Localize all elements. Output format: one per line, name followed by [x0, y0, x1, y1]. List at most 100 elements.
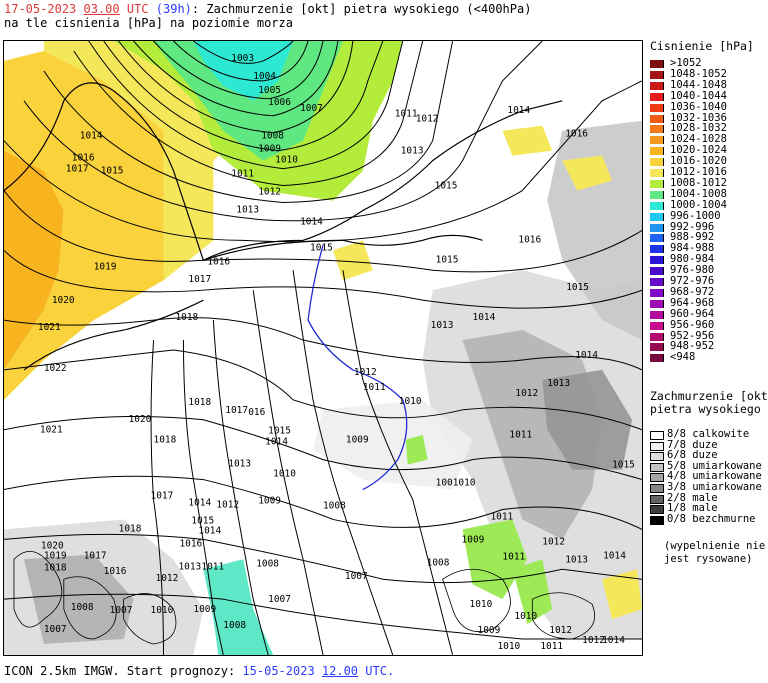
pressure-legend-item: >1052	[650, 57, 768, 69]
pressure-range-label: 976-980	[670, 264, 715, 277]
map-subtitle: na tle cisnienia [hPa] na poziomie morza	[4, 16, 293, 30]
pressure-legend-item: 948-952	[650, 340, 768, 352]
isobar-label: 1014	[188, 497, 211, 508]
pressure-swatch	[650, 125, 664, 134]
pressure-legend-item: 1040-1044	[650, 90, 768, 102]
pressure-legend-item: 1016-1020	[650, 155, 768, 167]
pressure-legend-item: 976-980	[650, 264, 768, 277]
isobar-label: 1015	[436, 254, 459, 265]
cloud-swatch	[650, 473, 664, 483]
footer-prefix: ICON 2.5km IMGW. Start prognozy:	[4, 664, 243, 678]
isobar-label: 1020	[41, 540, 64, 551]
pressure-swatch	[650, 354, 664, 363]
pressure-swatch	[650, 212, 664, 221]
cloud-okta-label: 4/8 umiarkowane	[667, 470, 762, 483]
isobar-label: 1018	[119, 523, 142, 534]
isobar-label: 1017	[66, 164, 89, 175]
pressure-range-label: 984-988	[670, 242, 715, 255]
pressure-legend-item: 992-996	[650, 221, 768, 233]
pressure-swatch	[650, 81, 664, 90]
isobar-label: 1012	[515, 388, 538, 399]
pressure-legend-item: 1036-1040	[650, 101, 768, 113]
pressure-legend-item: 1020-1024	[650, 144, 768, 156]
pressure-range-label: 1000-1004	[670, 198, 727, 211]
cloud-okta-label: 1/8 male	[667, 502, 718, 515]
low-pressure-cells	[332, 125, 642, 620]
isobar-label: 1016	[72, 153, 95, 164]
isobar-label: 1021	[40, 425, 63, 436]
pressure-swatch	[650, 103, 664, 112]
isobar-label: 1014	[507, 105, 530, 116]
cloud-okta-label: 3/8 umiarkowane	[667, 481, 762, 493]
pressure-legend-item: 1048-1052	[650, 68, 768, 80]
cloud-swatch	[650, 431, 664, 440]
cloud-swatch	[650, 484, 664, 493]
pressure-range-label: 952-956	[670, 329, 715, 342]
isobar-label: 1012	[582, 635, 605, 646]
isobar-label: 1012	[258, 187, 281, 198]
isobar-label: 1015	[566, 282, 589, 293]
pressure-legend-item: 1000-1004	[650, 198, 768, 211]
isobar-label: 1012	[542, 536, 565, 547]
isobar-label: 1006	[268, 97, 291, 108]
isobar-label: 1013	[178, 561, 201, 572]
pressure-legend-item: 988-992	[650, 231, 768, 243]
isobar-label: 1008	[71, 602, 94, 613]
isobar-label: 1014	[300, 216, 323, 227]
isobar-label: 1008	[223, 620, 246, 631]
pressure-legend-item: 956-960	[650, 319, 768, 331]
isobar-label: 1009	[478, 625, 501, 636]
green-cells	[405, 434, 553, 625]
pressure-swatch	[650, 158, 664, 167]
pressure-range-label: 1028-1032	[670, 122, 727, 135]
isobar-label: 1013	[431, 320, 454, 331]
pressure-swatch	[650, 332, 664, 341]
national-border	[307, 245, 408, 491]
start-hour: 12.00	[321, 664, 359, 678]
pressure-swatch	[650, 343, 664, 352]
pressure-swatch	[650, 70, 664, 79]
isobar-label: 1013	[547, 378, 570, 389]
isobar-label: 1011	[201, 561, 224, 572]
pressure-range-label: 964-968	[670, 296, 715, 309]
isobar-label: 1021	[38, 322, 61, 333]
isobar-label-layer: 1003 1004 1005 1006 1007 1008 1009 1010 …	[38, 53, 635, 652]
cloud-legend-item: 2/8 male	[650, 492, 768, 504]
title-text: : Zachmurzenie [okt] pietra wysokiego (<…	[191, 2, 532, 16]
pressure-range-label: <948	[670, 351, 696, 364]
isobar-label: 1013	[565, 554, 588, 565]
isobar-label: 1019	[94, 261, 117, 272]
pressure-legend-item: 1012-1016	[650, 166, 768, 178]
isobars	[4, 41, 642, 655]
pressure-swatch	[650, 223, 664, 232]
isobar-label: 1020	[129, 414, 152, 425]
isobar-label: 1011	[509, 430, 532, 441]
isobar-label: 1013	[228, 459, 251, 470]
legend-note: (wypelnienie nie	[664, 540, 766, 552]
isobar-label: 1010	[399, 396, 422, 407]
isobar-label: 1012	[416, 114, 439, 125]
isobar-label: 1020	[52, 295, 75, 306]
isobar-label: 1010	[497, 641, 520, 652]
isobar-label: 1014	[603, 550, 626, 561]
pressure-legend-item: 960-964	[650, 308, 768, 320]
pressure-swatch	[650, 245, 664, 254]
pressure-swatch	[650, 278, 664, 286]
borders	[4, 82, 563, 371]
isobar-label: 1015	[268, 426, 291, 437]
pressure-legend-title: Cisnienie [hPa]	[650, 39, 754, 53]
forecast-tz: UTC	[126, 2, 149, 16]
isobar-label: 1012	[156, 573, 179, 584]
cloud-swatch	[650, 515, 664, 525]
isobar-label: 1018	[188, 397, 211, 408]
isobar-label: 1011	[363, 382, 386, 393]
pressure-swatch	[650, 310, 664, 319]
pressure-legend-item: 1024-1028	[650, 133, 768, 145]
cloud-okta-label: 6/8 duze	[667, 449, 718, 462]
cloud-legend-title: Zachmurzenie [okt]	[650, 389, 768, 403]
isobar-label: 1003	[231, 53, 254, 64]
pressure-swatch	[650, 267, 664, 276]
terrain-contours	[13, 550, 596, 645]
isobar-label: 1009	[258, 495, 281, 506]
cloud-legend-item: 0/8 bezchmurne	[650, 513, 768, 525]
